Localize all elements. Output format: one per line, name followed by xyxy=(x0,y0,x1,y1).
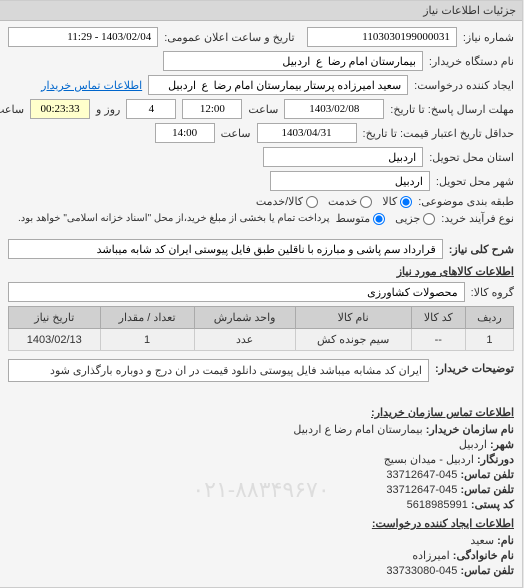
form-section: شماره نیاز: تاریخ و ساعت اعلان عمومی: نا… xyxy=(1,21,523,392)
td-date: 1403/02/13 xyxy=(10,329,102,351)
goods-table: ردیف کد کالا نام کالا واحد شمارش تعداد /… xyxy=(9,306,515,351)
buyer-org-label: نام دستگاه خریدار: xyxy=(430,55,515,68)
delivery-state-input[interactable] xyxy=(264,147,424,167)
buyer-org-input[interactable] xyxy=(164,51,424,71)
contact-city: شهر: اردبیل xyxy=(9,438,515,451)
valid-time-label: ساعت xyxy=(222,127,252,140)
contact-postal: کد پستی: 5618985991 xyxy=(9,498,515,511)
radio-medium-input[interactable] xyxy=(374,213,386,225)
th-row: ردیف xyxy=(466,307,514,329)
contact-address: دورنگار: اردبیل - میدان بسیج xyxy=(9,453,515,466)
remaining-label: ساعت باقی مانده xyxy=(0,103,25,116)
summary-label: شرح کلی نیاز: xyxy=(450,243,515,256)
group-input[interactable] xyxy=(9,282,466,302)
delivery-state-label: استان محل تحویل: xyxy=(430,151,515,164)
payment-note: پرداخت تمام یا بخشی از مبلغ خرید،از محل … xyxy=(19,213,331,224)
contact-section-title: اطلاعات تماس سازمان خریدار: xyxy=(9,406,515,419)
radio-service-input[interactable] xyxy=(361,196,373,208)
radio-goods[interactable]: کالا xyxy=(383,195,413,208)
radio-service[interactable]: خدمت xyxy=(329,195,373,208)
table-header-row: ردیف کد کالا نام کالا واحد شمارش تعداد /… xyxy=(10,307,515,329)
summary-input[interactable] xyxy=(9,239,444,259)
category-label: طبقه بندی موضوعی: xyxy=(419,195,515,208)
td-code: -- xyxy=(412,329,466,351)
radio-goods-input[interactable] xyxy=(401,196,413,208)
contact-org: نام سازمان خریدار: بیمارستان امام رضا ع … xyxy=(9,423,515,436)
valid-date-input[interactable] xyxy=(258,123,358,143)
td-unit: عدد xyxy=(195,329,296,351)
valid-time-input[interactable] xyxy=(156,123,216,143)
delivery-city-input[interactable] xyxy=(271,171,431,191)
creator-lname: نام خانوادگی: امیرزاده xyxy=(9,549,515,562)
requester-input[interactable] xyxy=(149,75,409,95)
request-number-input[interactable] xyxy=(308,27,458,47)
announce-input[interactable] xyxy=(9,27,159,47)
details-panel: جزئیات اطلاعات نیاز شماره نیاز: تاریخ و … xyxy=(0,0,524,588)
goods-section-title: اطلاعات کالاهای مورد نیاز xyxy=(9,265,515,278)
valid-until-label: حداقل تاریخ اعتبار قیمت: تا تاریخ: xyxy=(364,127,515,140)
requester-label: ایجاد کننده درخواست: xyxy=(415,79,515,92)
th-name: نام کالا xyxy=(296,307,412,329)
td-qty: 1 xyxy=(101,329,195,351)
process-label: نوع فرآیند خرید: xyxy=(442,212,515,225)
radio-goods-service[interactable]: کالا/خدمت xyxy=(257,195,319,208)
deadline-time-label: ساعت xyxy=(249,103,279,116)
panel-header: جزئیات اطلاعات نیاز xyxy=(1,1,523,21)
delivery-city-label: شهر محل تحویل: xyxy=(437,175,515,188)
buyer-desc-label: توضیحات خریدار: xyxy=(436,362,515,375)
days-label: روز و xyxy=(97,103,121,116)
deadline-date-input[interactable] xyxy=(285,99,385,119)
table-row: 1 -- سیم جونده کش عدد 1 1403/02/13 xyxy=(10,329,515,351)
radio-small-input[interactable] xyxy=(424,213,436,225)
request-number-label: شماره نیاز: xyxy=(464,31,515,44)
creator-phone: تلفن تماس: 045-33733080 xyxy=(9,564,515,577)
radio-small[interactable]: جزیی xyxy=(396,212,436,225)
category-radio-group: کالا خدمت کالا/خدمت xyxy=(257,195,413,208)
radio-goods-service-input[interactable] xyxy=(307,196,319,208)
contact-fax: تلفن تماس: 045-33712647 xyxy=(9,483,515,496)
th-unit: واحد شمارش xyxy=(195,307,296,329)
td-name: سیم جونده کش xyxy=(296,329,412,351)
radio-medium[interactable]: متوسط xyxy=(337,212,387,225)
contact-phone: تلفن تماس: 045-33712647 xyxy=(9,468,515,481)
creator-fname: نام: سعید xyxy=(9,534,515,547)
th-qty: تعداد / مقدار xyxy=(101,307,195,329)
panel-title: جزئیات اطلاعات نیاز xyxy=(424,5,517,17)
countdown-input xyxy=(31,99,91,119)
process-radio-group: جزیی متوسط xyxy=(337,212,437,225)
announce-label: تاریخ و ساعت اعلان عمومی: xyxy=(165,31,295,44)
deadline-time-input[interactable] xyxy=(183,99,243,119)
group-label: گروه کالا: xyxy=(472,286,515,299)
creator-section-title: اطلاعات ایجاد کننده درخواست: xyxy=(9,517,515,530)
td-row: 1 xyxy=(466,329,514,351)
th-code: کد کالا xyxy=(412,307,466,329)
buyer-desc-box: ایران کد مشابه میباشد فایل پیوستی دانلود… xyxy=(9,359,430,382)
contact-link[interactable]: اطلاعات تماس خریدار xyxy=(42,79,143,92)
deadline-label: مهلت ارسال پاسخ: تا تاریخ: xyxy=(391,103,515,116)
th-date: تاریخ نیاز xyxy=(10,307,102,329)
days-input[interactable] xyxy=(127,99,177,119)
contact-section: ۰۲۱-۸۸۳۴۹۶۷۰ اطلاعات تماس سازمان خریدار:… xyxy=(1,392,523,587)
